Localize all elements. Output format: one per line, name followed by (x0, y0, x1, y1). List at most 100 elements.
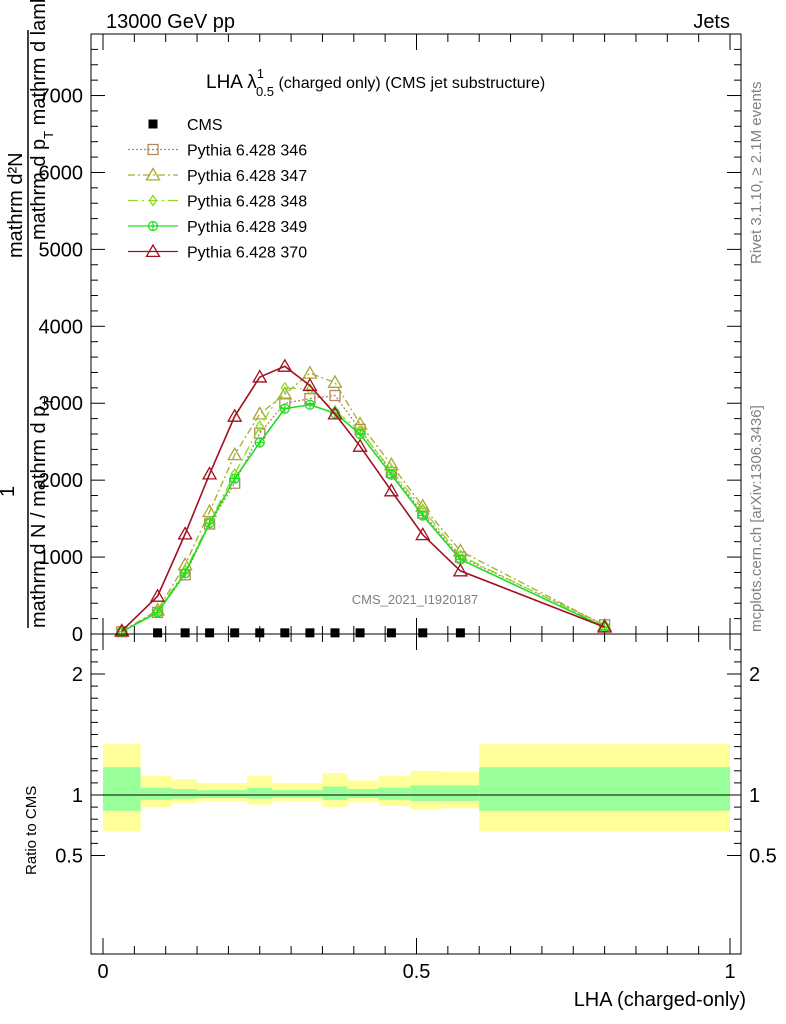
data-point (153, 628, 163, 638)
data-point (229, 473, 240, 484)
data-point (148, 194, 158, 207)
data-point (386, 628, 396, 638)
legend-entry: Pythia 6.428 370 (128, 243, 307, 262)
y-tick-label: 5000 (39, 239, 84, 261)
ratio-band-inner (103, 767, 141, 811)
ratio-band-inner (140, 787, 172, 800)
legend-label: Pythia 6.428 370 (187, 245, 307, 262)
legend-label: Pythia 6.428 349 (187, 219, 307, 236)
legend-label: CMS (187, 117, 223, 134)
data-point (205, 628, 215, 638)
ratio-y-axis-label: Ratio to CMS (23, 786, 40, 875)
legend-label: Pythia 6.428 347 (187, 168, 307, 185)
data-point (180, 628, 190, 638)
series-line (121, 365, 605, 632)
series-4 (116, 399, 610, 637)
data-point (327, 374, 343, 388)
data-point (455, 628, 465, 638)
data-point (352, 438, 368, 452)
data-point (255, 628, 265, 638)
x-tick-label: 0 (97, 961, 108, 983)
main-y-axis-label: mathrm d²N mathrm d pT mathrm d lambda 1… (0, 0, 56, 628)
ylabel-numerator: mathrm d²N (5, 152, 27, 258)
series-line (121, 403, 605, 633)
data-point (230, 628, 240, 638)
legend-entry: Pythia 6.428 348 (128, 194, 307, 211)
data-point (418, 628, 428, 638)
ratio-band-inner (272, 790, 323, 798)
ratio-tick-label-right: 1 (749, 785, 760, 807)
data-point (277, 358, 293, 372)
ratio-band-inner (322, 786, 348, 800)
y-tick-label: 2000 (39, 470, 84, 492)
x-tick-label: 1 (724, 961, 735, 983)
ylabel-one: 1 (0, 486, 19, 497)
legend-entry: Pythia 6.428 347 (128, 167, 307, 185)
data-point (455, 554, 466, 565)
ylabel-denominator: mathrm d pT mathrm d lambda (28, 0, 56, 240)
y-tick-label: 4000 (39, 316, 84, 338)
y-tick-label: 6000 (39, 162, 84, 184)
data-point (252, 369, 268, 383)
legend-entry: Pythia 6.428 349 (128, 219, 307, 236)
data-point (147, 143, 159, 156)
ratio-band-inner (197, 790, 248, 799)
data-point (302, 377, 318, 392)
y-tick-label: 0 (72, 624, 83, 646)
data-point (255, 420, 265, 433)
data-point (201, 466, 218, 480)
ratio-bands (103, 744, 730, 832)
legend: CMS Pythia 6.428 346 Pythia 6.428 347 Pythi… (128, 117, 307, 262)
data-point (386, 469, 397, 480)
data-point (254, 437, 265, 448)
ratio-x-ticks: 0 0.5 1 (97, 634, 736, 983)
ratio-y-ticks: 0.5 0.5 1 1 2 2 (55, 649, 777, 868)
series-line (121, 387, 605, 633)
ratio-tick-label: 2 (72, 664, 83, 686)
series-line (121, 372, 605, 632)
data-point (280, 628, 290, 638)
y-tick-label: 3000 (39, 393, 84, 415)
plot-title: LHA λ1 0.5 (charged only) (CMS jet substr… (206, 66, 545, 99)
y-tick-label: 1000 (39, 547, 84, 569)
data-point (148, 119, 158, 129)
ratio-band-inner (410, 785, 442, 802)
side-rivet-label: Rivet 3.1.10, ≥ 2.1M events (748, 82, 765, 265)
ratio-tick-label-right: 0.5 (749, 846, 777, 868)
data-point (179, 568, 191, 579)
ratio-band-inner (378, 787, 411, 800)
data-point (227, 446, 243, 461)
data-point (415, 526, 431, 541)
header-jets-label: Jets (693, 11, 730, 33)
data-point (277, 386, 293, 400)
ratio-band-inner (171, 788, 198, 799)
data-point (327, 406, 343, 420)
legend-label: Pythia 6.428 346 (187, 143, 307, 160)
data-point (305, 628, 315, 638)
series-5 (114, 358, 613, 637)
data-point (330, 628, 340, 638)
x-axis-label: LHA (charged-only) (574, 989, 746, 1011)
data-point (114, 623, 130, 637)
ratio-band-inner (441, 785, 480, 802)
legend-entry: CMS (148, 117, 223, 134)
data-point (383, 483, 400, 497)
header-energy-label: 13000 GeV pp (106, 11, 235, 33)
legend-label: Pythia 6.428 348 (187, 194, 307, 211)
legend-entry: Pythia 6.428 346 (128, 143, 307, 160)
data-point (302, 365, 318, 379)
data-point (204, 518, 215, 529)
data-point (177, 526, 193, 540)
main-x-ticks (102, 34, 731, 634)
data-point (227, 408, 243, 422)
data-point (355, 628, 365, 638)
data-point (329, 389, 341, 402)
data-point (149, 588, 166, 602)
x-tick-label: 0.5 (403, 961, 431, 983)
data-point (152, 607, 163, 618)
ratio-band-inner (347, 788, 379, 799)
series-layer (114, 358, 613, 638)
data-point (354, 428, 366, 440)
data-point (452, 563, 469, 577)
